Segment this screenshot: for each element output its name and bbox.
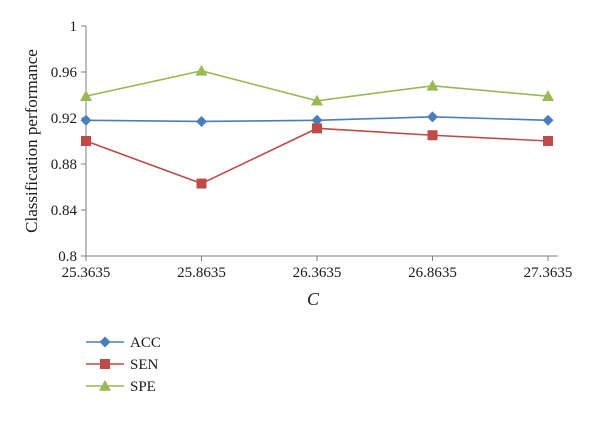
y-tick-label: 0.8 xyxy=(58,249,77,265)
data-point-sen xyxy=(312,123,322,134)
data-point-acc xyxy=(311,114,323,126)
data-point-spe xyxy=(195,64,208,76)
y-tick-label: 0.84 xyxy=(51,203,78,219)
legend-item-spe: SPE xyxy=(86,379,156,395)
legend-label-sen: SEN xyxy=(130,357,159,373)
legend-marker-acc xyxy=(99,336,111,348)
data-point-acc xyxy=(542,114,554,126)
data-point-sen xyxy=(196,178,207,189)
legend-label-acc: ACC xyxy=(130,335,161,351)
legend-label-spe: SPE xyxy=(130,379,156,395)
data-point-acc xyxy=(196,115,207,127)
x-tick-label: 25.8635 xyxy=(177,265,226,281)
legend-marker-spe xyxy=(99,380,111,391)
axes xyxy=(85,26,558,257)
x-axis-label: C xyxy=(307,289,320,309)
series-spe xyxy=(80,64,554,106)
legend-item-acc: ACC xyxy=(86,335,161,351)
series-acc xyxy=(80,111,554,127)
y-tick-label: 0.88 xyxy=(51,157,77,173)
data-point-spe xyxy=(426,79,439,91)
y-tick-label: 1 xyxy=(70,19,78,35)
legend-marker-sen xyxy=(100,359,110,369)
series-group xyxy=(80,64,554,189)
x-tick-label: 26.8635 xyxy=(408,265,457,281)
data-point-acc xyxy=(427,111,438,123)
x-ticks: 25.3635 25.8635 26.3635 26.8635 27.3635 xyxy=(62,256,573,281)
y-ticks: 0.8 0.84 0.88 0.92 0.96 1 xyxy=(51,19,86,265)
data-point-spe xyxy=(80,90,92,101)
y-tick-label: 0.92 xyxy=(51,111,77,127)
x-tick-label: 25.3635 xyxy=(62,265,111,281)
data-point-acc xyxy=(80,114,92,126)
x-tick-label: 26.3635 xyxy=(293,265,342,281)
series-sen xyxy=(81,123,553,189)
data-point-sen xyxy=(427,130,438,141)
legend-item-sen: SEN xyxy=(86,357,159,373)
data-point-sen xyxy=(543,136,553,146)
legend: ACC SEN SPE xyxy=(86,335,161,395)
y-axis-label: Classification performance xyxy=(22,49,41,233)
data-point-spe xyxy=(542,90,554,101)
data-point-spe xyxy=(311,94,323,106)
data-point-sen xyxy=(81,136,91,146)
x-tick-label: 27.3635 xyxy=(524,265,573,281)
series-line-sen xyxy=(85,127,549,185)
y-tick-label: 0.96 xyxy=(51,65,78,81)
